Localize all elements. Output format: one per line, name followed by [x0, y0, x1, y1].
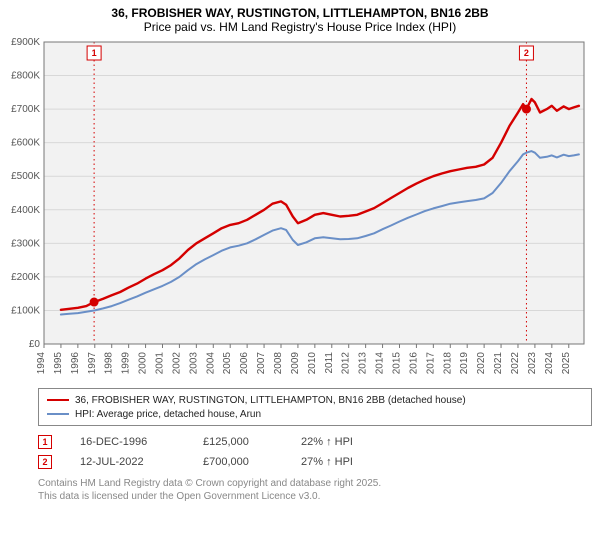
datapoints-table: 1 16-DEC-1996 £125,000 22% ↑ HPI 2 12-JUL-202…: [38, 432, 592, 472]
svg-text:2004: 2004: [205, 352, 216, 375]
datapoint-delta: 27% ↑ HPI: [301, 456, 353, 468]
svg-text:£100K: £100K: [11, 305, 40, 316]
svg-text:2007: 2007: [256, 352, 267, 375]
title-line-2: Price paid vs. HM Land Registry's House …: [10, 20, 590, 34]
svg-text:2017: 2017: [425, 352, 436, 375]
svg-text:2005: 2005: [222, 352, 233, 375]
datapoint-date: 16-DEC-1996: [80, 436, 175, 448]
svg-text:2002: 2002: [171, 352, 182, 375]
datapoint-marker: 2: [38, 455, 52, 469]
svg-text:2010: 2010: [307, 352, 318, 375]
svg-text:2003: 2003: [188, 352, 199, 375]
svg-text:£700K: £700K: [11, 104, 40, 115]
svg-text:£600K: £600K: [11, 138, 40, 149]
svg-text:1995: 1995: [53, 352, 64, 375]
footer-line-1: Contains HM Land Registry data © Crown c…: [38, 478, 592, 491]
line-chart: £0 £100K £200K £300K £400K £500K £600K £700K £80…: [8, 38, 592, 384]
svg-text:2021: 2021: [493, 352, 504, 375]
svg-text:2012: 2012: [341, 352, 352, 375]
chart-container: £0 £100K £200K £300K £400K £500K £600K £700K £80…: [8, 38, 592, 384]
chart-title: 36, FROBISHER WAY, RUSTINGTON, LITTLEHAM…: [0, 0, 600, 36]
svg-text:2023: 2023: [527, 352, 538, 375]
svg-text:2000: 2000: [138, 352, 149, 375]
svg-text:2013: 2013: [358, 352, 369, 375]
svg-text:2009: 2009: [290, 352, 301, 375]
datapoint-row: 1 16-DEC-1996 £125,000 22% ↑ HPI: [38, 432, 592, 452]
datapoint-delta: 22% ↑ HPI: [301, 436, 353, 448]
svg-text:1996: 1996: [70, 352, 81, 375]
svg-text:£200K: £200K: [11, 272, 40, 283]
attribution-footer: Contains HM Land Registry data © Crown c…: [38, 478, 592, 503]
svg-text:1994: 1994: [36, 352, 47, 375]
svg-text:2015: 2015: [391, 352, 402, 375]
svg-text:2016: 2016: [408, 352, 419, 375]
svg-text:£800K: £800K: [11, 71, 40, 82]
legend-row: 36, FROBISHER WAY, RUSTINGTON, LITTLEHAM…: [47, 393, 583, 407]
svg-text:1: 1: [92, 48, 97, 58]
datapoint-date: 12-JUL-2022: [80, 456, 175, 468]
legend-row: HPI: Average price, detached house, Arun: [47, 407, 583, 421]
svg-text:1998: 1998: [104, 352, 115, 375]
title-line-1: 36, FROBISHER WAY, RUSTINGTON, LITTLEHAM…: [10, 6, 590, 20]
datapoint-row: 2 12-JUL-2022 £700,000 27% ↑ HPI: [38, 452, 592, 472]
svg-text:2018: 2018: [442, 352, 453, 375]
svg-text:2006: 2006: [239, 352, 250, 375]
svg-text:2014: 2014: [375, 352, 386, 375]
svg-text:1997: 1997: [87, 352, 98, 375]
legend-label: 36, FROBISHER WAY, RUSTINGTON, LITTLEHAM…: [75, 395, 466, 406]
legend-label: HPI: Average price, detached house, Arun: [75, 409, 261, 420]
datapoint-price: £700,000: [203, 456, 273, 468]
svg-text:£0: £0: [29, 339, 41, 350]
svg-text:2019: 2019: [459, 352, 470, 375]
svg-text:2011: 2011: [324, 352, 335, 374]
svg-text:£300K: £300K: [11, 238, 40, 249]
svg-text:£500K: £500K: [11, 171, 40, 182]
svg-text:2025: 2025: [561, 352, 572, 375]
svg-text:2: 2: [524, 48, 529, 58]
svg-text:1999: 1999: [121, 352, 132, 375]
legend-swatch: [47, 413, 69, 415]
svg-text:£900K: £900K: [11, 38, 40, 48]
svg-text:2022: 2022: [510, 352, 521, 375]
datapoint-marker: 1: [38, 435, 52, 449]
legend-swatch: [47, 399, 69, 401]
footer-line-2: This data is licensed under the Open Gov…: [38, 491, 592, 504]
svg-text:£400K: £400K: [11, 205, 40, 216]
svg-text:2001: 2001: [154, 352, 165, 375]
svg-text:2020: 2020: [476, 352, 487, 375]
svg-text:2024: 2024: [544, 352, 555, 375]
svg-text:2008: 2008: [273, 352, 284, 375]
datapoint-price: £125,000: [203, 436, 273, 448]
legend-box: 36, FROBISHER WAY, RUSTINGTON, LITTLEHAM…: [38, 388, 592, 426]
